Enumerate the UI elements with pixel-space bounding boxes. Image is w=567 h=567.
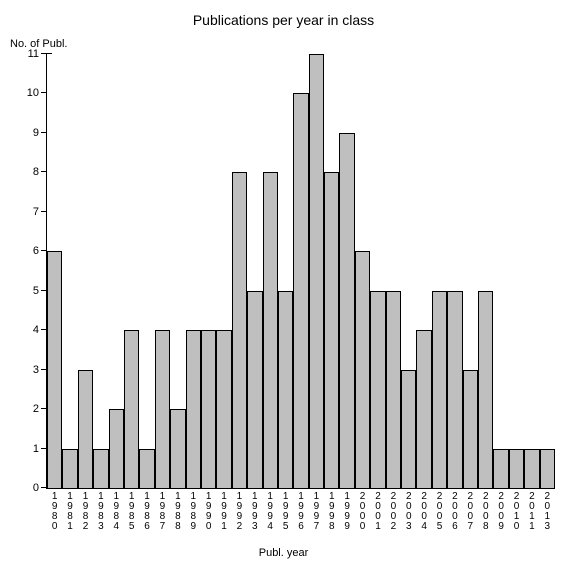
x-tick-label: 1 9 8 0 (50, 492, 60, 532)
bar (339, 133, 354, 488)
y-tick-label: 9 (33, 127, 39, 139)
y-tick (41, 53, 47, 54)
y-tick (41, 171, 47, 172)
bar (370, 291, 385, 488)
bar (432, 291, 447, 488)
bar (478, 291, 493, 488)
x-tick-label: 1 9 8 9 (188, 492, 198, 532)
bar (324, 172, 339, 488)
chart-title: Publications per year in class (0, 12, 567, 28)
x-tick-label: 1 9 9 5 (281, 492, 291, 532)
y-tick-label: 6 (33, 245, 39, 257)
bar (186, 330, 201, 488)
y-tick (41, 132, 47, 133)
plot-area: 012345678910111 9 8 01 9 8 11 9 8 21 9 8… (46, 54, 555, 489)
x-tick-label: 1 9 8 1 (65, 492, 75, 532)
bar (109, 409, 124, 488)
bar (93, 449, 108, 488)
bar (201, 330, 216, 488)
x-tick-label: 2 0 0 4 (419, 492, 429, 532)
x-tick-label: 1 9 9 8 (327, 492, 337, 532)
bar (524, 449, 539, 488)
bar (416, 330, 431, 488)
bar (386, 291, 401, 488)
x-tick-label: 2 0 0 3 (404, 492, 414, 532)
bar (170, 409, 185, 488)
bar (493, 449, 508, 488)
x-tick-label: 2 0 0 6 (450, 492, 460, 532)
bar (78, 370, 93, 488)
x-tick-label: 2 0 0 0 (358, 492, 368, 532)
bar (47, 251, 62, 488)
bar (247, 291, 262, 488)
x-tick-label: 2 0 0 1 (373, 492, 383, 532)
x-tick-label: 2 0 0 2 (388, 492, 398, 532)
bar (62, 449, 77, 488)
x-tick-label: 2 0 1 3 (542, 492, 552, 532)
x-tick-label: 2 0 0 9 (496, 492, 506, 532)
x-tick-label: 1 9 9 1 (219, 492, 229, 532)
bar (263, 172, 278, 488)
y-tick-label: 5 (33, 285, 39, 297)
y-tick-label: 7 (33, 206, 39, 218)
bar (139, 449, 154, 488)
y-tick-label: 2 (33, 403, 39, 415)
bar (540, 449, 555, 488)
bar (232, 172, 247, 488)
x-tick-label: 1 9 8 2 (80, 492, 90, 532)
bar (293, 93, 308, 488)
y-tick (41, 92, 47, 93)
x-tick-label: 1 9 9 9 (342, 492, 352, 532)
x-tick-label: 1 9 8 3 (96, 492, 106, 532)
bar (309, 54, 324, 488)
bar (447, 291, 462, 488)
x-tick-label: 1 9 9 6 (296, 492, 306, 532)
x-tick-label: 2 0 0 8 (481, 492, 491, 532)
x-tick-label: 1 9 8 5 (127, 492, 137, 532)
x-tick-label: 1 9 9 0 (204, 492, 214, 532)
bar (509, 449, 524, 488)
y-tick-label: 4 (33, 324, 39, 336)
bar (355, 251, 370, 488)
y-tick-label: 3 (33, 364, 39, 376)
x-tick-label: 1 9 9 2 (234, 492, 244, 532)
y-tick-label: 0 (33, 482, 39, 494)
x-tick-label: 1 9 8 7 (157, 492, 167, 532)
bar (463, 370, 478, 488)
y-tick-label: 10 (27, 87, 39, 99)
bar (124, 330, 139, 488)
y-tick-label: 1 (33, 443, 39, 455)
bar (216, 330, 231, 488)
x-tick-label: 1 9 9 7 (311, 492, 321, 532)
x-tick-label: 1 9 8 4 (111, 492, 121, 532)
y-tick (41, 211, 47, 212)
x-tick-label: 2 0 0 5 (435, 492, 445, 532)
bar (278, 291, 293, 488)
y-tick-label: 11 (28, 48, 39, 60)
chart-container: Publications per year in class No. of Pu… (0, 0, 567, 567)
x-axis-label: Publ. year (0, 547, 567, 559)
y-tick-label: 8 (33, 166, 39, 178)
x-tick-label: 2 0 0 7 (465, 492, 475, 532)
x-tick-label: 1 9 9 3 (250, 492, 260, 532)
x-tick-label: 1 9 8 8 (173, 492, 183, 532)
x-tick-label: 2 0 1 1 (527, 492, 537, 532)
bar (155, 330, 170, 488)
x-tick-label: 1 9 8 6 (142, 492, 152, 532)
bar (401, 370, 416, 488)
x-tick-label: 2 0 1 0 (512, 492, 522, 532)
x-tick-label: 1 9 9 4 (265, 492, 275, 532)
